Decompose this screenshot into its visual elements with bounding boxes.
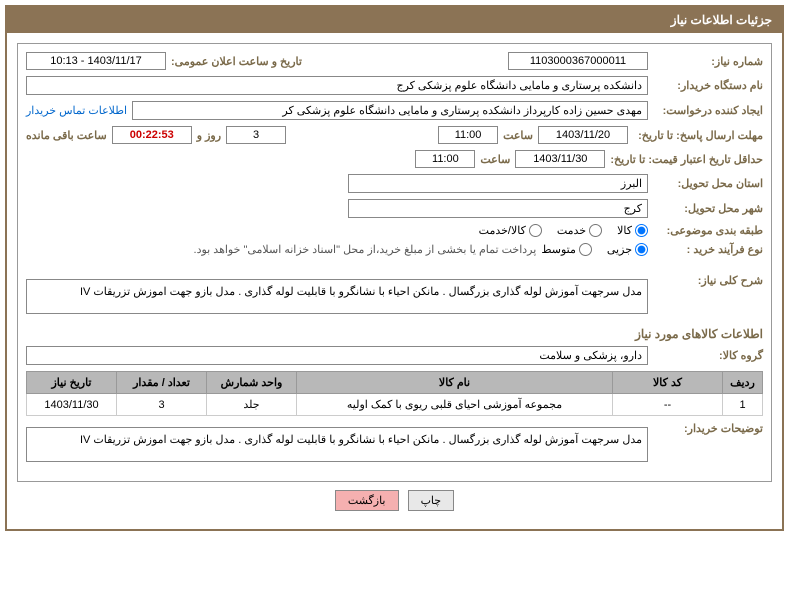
announce-datetime-value: 1403/11/17 - 10:13 (26, 52, 166, 70)
button-row: چاپ بازگشت (17, 482, 772, 519)
radio-service[interactable]: خدمت (557, 224, 602, 237)
contact-link[interactable]: اطلاعات تماس خریدار (26, 104, 127, 117)
td-qty: 3 (117, 394, 207, 416)
time-label-1: ساعت (503, 129, 533, 142)
row-buyer-org: نام دستگاه خریدار: دانشکده پرستاری و مام… (26, 76, 763, 95)
validity-label: حداقل تاریخ اعتبار قیمت: تا تاریخ: (610, 153, 763, 166)
radio-service-input[interactable] (589, 224, 602, 237)
row-goods-group: گروه کالا: دارو، پزشکی و سلامت (26, 346, 763, 365)
row-creator: ایجاد کننده درخواست: مهدی حسین زاده کارپ… (26, 101, 763, 120)
row-response-deadline: مهلت ارسال پاسخ: تا تاریخ: 1403/11/20 سا… (26, 126, 763, 144)
td-code: -- (613, 394, 723, 416)
buyer-org-label: نام دستگاه خریدار: (653, 79, 763, 92)
row-validity: حداقل تاریخ اعتبار قیمت: تا تاریخ: 1403/… (26, 150, 763, 168)
main-panel: جزئیات اطلاعات نیاز شماره نیاز: 11030003… (5, 5, 784, 531)
td-date: 1403/11/30 (27, 394, 117, 416)
radio-goods-service[interactable]: کالا/خدمت (479, 224, 542, 237)
summary-label: شرح کلی نیاز: (653, 274, 763, 287)
th-code: کد کالا (613, 372, 723, 394)
radio-goods-input[interactable] (635, 224, 648, 237)
row-request-number: شماره نیاز: 1103000367000011 تاریخ و ساع… (26, 52, 763, 70)
td-name: مجموعه آموزشی احیای قلبی ریوی با کمک اول… (297, 394, 613, 416)
row-process: نوع فرآیند خرید : جزیی متوسط پرداخت تمام… (26, 243, 763, 256)
th-unit: واحد شمارش (207, 372, 297, 394)
td-row: 1 (723, 394, 763, 416)
city-label: شهر محل تحویل: (653, 202, 763, 215)
days-value: 3 (226, 126, 286, 144)
process-label: نوع فرآیند خرید : (653, 243, 763, 256)
announce-datetime-label: تاریخ و ساعت اعلان عمومی: (171, 55, 302, 68)
radio-medium[interactable]: متوسط (541, 243, 592, 256)
radio-medium-label: متوسط (541, 243, 576, 256)
radio-medium-input[interactable] (579, 243, 592, 256)
table-row: 1 -- مجموعه آموزشی احیای قلبی ریوی با کم… (27, 394, 763, 416)
print-button[interactable]: چاپ (408, 490, 455, 511)
panel-title: جزئیات اطلاعات نیاز (7, 7, 782, 33)
row-summary: شرح کلی نیاز: مدل سرجهت آموزش لوله گذاری… (26, 274, 763, 319)
request-number-value: 1103000367000011 (508, 52, 648, 70)
th-date: تاریخ نیاز (27, 372, 117, 394)
back-button[interactable]: بازگشت (335, 490, 399, 511)
process-note: پرداخت تمام یا بخشی از مبلغ خرید،از محل … (194, 243, 537, 256)
days-and-label: روز و (197, 129, 221, 142)
countdown-value: 00:22:53 (112, 126, 192, 144)
form-container: شماره نیاز: 1103000367000011 تاریخ و ساع… (17, 43, 772, 482)
response-deadline-label: مهلت ارسال پاسخ: تا تاریخ: (633, 129, 763, 142)
th-qty: تعداد / مقدار (117, 372, 207, 394)
radio-small-input[interactable] (635, 243, 648, 256)
row-city: شهر محل تحویل: کرج (26, 199, 763, 218)
validity-time-value: 11:00 (415, 150, 475, 168)
province-label: استان محل تحویل: (653, 177, 763, 190)
row-buyer-notes: توضیحات خریدار: مدل سرجهت آموزش لوله گذا… (26, 422, 763, 467)
td-unit: جلد (207, 394, 297, 416)
row-category: طبقه بندی موضوعی: کالا خدمت کالا/خدمت (26, 224, 763, 237)
row-province: استان محل تحویل: البرز (26, 174, 763, 193)
creator-value: مهدی حسین زاده کارپرداز دانشکده پرستاری … (132, 101, 648, 120)
buyer-org-value: دانشکده پرستاری و مامایی دانشگاه علوم پز… (26, 76, 648, 95)
validity-date-value: 1403/11/30 (515, 150, 605, 168)
th-name: نام کالا (297, 372, 613, 394)
response-date-value: 1403/11/20 (538, 126, 628, 144)
table-header-row: ردیف کد کالا نام کالا واحد شمارش تعداد /… (27, 372, 763, 394)
remaining-label: ساعت باقی مانده (26, 129, 107, 142)
goods-group-label: گروه کالا: (653, 349, 763, 362)
radio-small[interactable]: جزیی (607, 243, 648, 256)
request-number-label: شماره نیاز: (653, 55, 763, 68)
goods-group-value: دارو، پزشکی و سلامت (26, 346, 648, 365)
category-radio-group: کالا خدمت کالا/خدمت (479, 224, 648, 237)
radio-small-label: جزیی (607, 243, 632, 256)
province-value: البرز (348, 174, 648, 193)
process-radio-group: جزیی متوسط (541, 243, 648, 256)
category-label: طبقه بندی موضوعی: (653, 224, 763, 237)
goods-table: ردیف کد کالا نام کالا واحد شمارش تعداد /… (26, 371, 763, 416)
radio-goods-service-label: کالا/خدمت (479, 224, 526, 237)
buyer-notes-label: توضیحات خریدار: (653, 422, 763, 435)
radio-goods-service-input[interactable] (529, 224, 542, 237)
th-row: ردیف (723, 372, 763, 394)
creator-label: ایجاد کننده درخواست: (653, 104, 763, 117)
buyer-notes-value: مدل سرجهت آموزش لوله گذاری بزرگسال . مان… (26, 427, 648, 462)
summary-value: مدل سرجهت آموزش لوله گذاری بزرگسال . مان… (26, 279, 648, 314)
radio-service-label: خدمت (557, 224, 586, 237)
time-label-2: ساعت (480, 153, 510, 166)
goods-info-title: اطلاعات کالاهای مورد نیاز (26, 327, 763, 341)
radio-goods-label: کالا (617, 224, 632, 237)
radio-goods[interactable]: کالا (617, 224, 648, 237)
panel-body: شماره نیاز: 1103000367000011 تاریخ و ساع… (7, 33, 782, 529)
response-time-value: 11:00 (438, 126, 498, 144)
city-value: کرج (348, 199, 648, 218)
